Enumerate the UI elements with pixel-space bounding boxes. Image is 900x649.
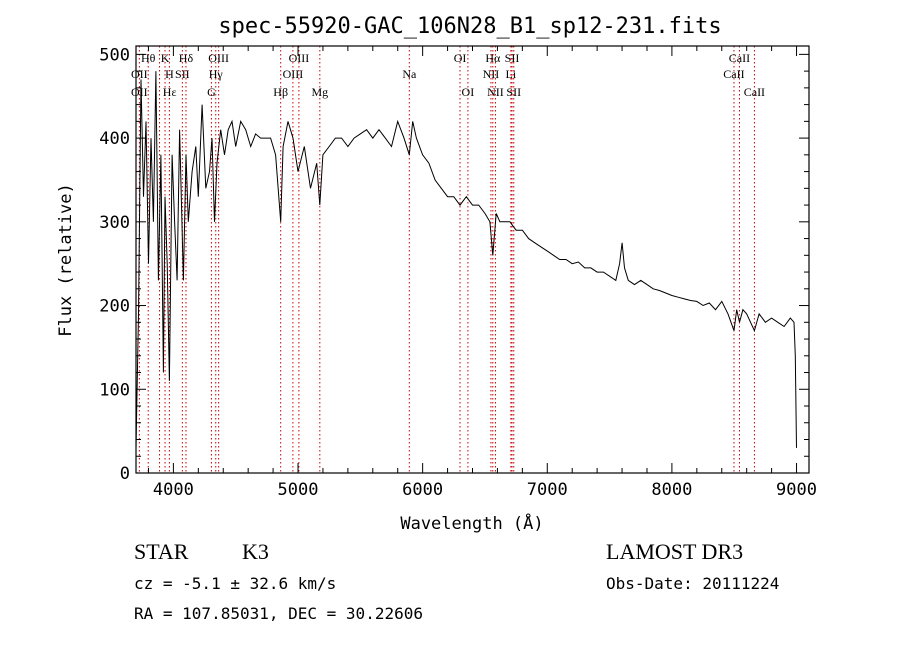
spectral-line-label: OII xyxy=(131,85,148,99)
spectral-line-label: SII xyxy=(505,51,520,65)
spectral-line-label: NII xyxy=(483,67,500,81)
spectral-line-label: Hα xyxy=(485,51,501,65)
y-tick-label: 100 xyxy=(99,380,130,400)
spectral-line-label: CaII xyxy=(723,67,744,81)
spectral-line-label: CaII xyxy=(744,85,765,99)
spectral-line-label: OII xyxy=(131,67,148,81)
spectral-line-label: K xyxy=(161,51,170,65)
spectral-line-label: OIII xyxy=(289,51,310,65)
x-tick-label: 4000 xyxy=(153,480,194,500)
x-tick-label: 6000 xyxy=(402,480,443,500)
observation-date: Obs-Date: 20111224 xyxy=(606,574,779,593)
spectral-line-label: Li xyxy=(506,67,517,81)
x-tick-label: 5000 xyxy=(278,480,319,500)
x-tick-label: 9000 xyxy=(776,480,817,500)
spectral-line-label: Mg xyxy=(311,85,328,99)
spectral-line-label: Hγ xyxy=(209,67,224,81)
y-tick-label: 400 xyxy=(99,129,130,149)
y-tick-label: 200 xyxy=(99,297,130,317)
spectral-line-label: OI xyxy=(454,51,467,65)
spectrum-series xyxy=(135,71,797,448)
spectral-line-label: Hβ xyxy=(273,85,288,99)
y-tick-label: 0 xyxy=(120,464,130,484)
spectral-line-markers xyxy=(138,46,755,473)
redshift-readout: cz = -5.1 ± 32.6 km/s xyxy=(134,574,336,593)
axis-ticks: 4000 5000 6000 7000 8000 9000 0 100 200 300 400 500 xyxy=(99,45,817,500)
spectral-line-label: OI xyxy=(462,85,475,99)
spectral-subclass: K3 xyxy=(242,539,269,564)
spectral-line-label: SII xyxy=(175,67,190,81)
x-tick-label: 8000 xyxy=(651,480,692,500)
spectral-line-label: Hθ xyxy=(141,51,156,65)
y-axis-label: Flux (relative) xyxy=(56,183,76,337)
chart-title: spec-55920-GAC_106N28_B1_sp12-231.fits xyxy=(218,14,721,39)
x-axis-label: Wavelength (Å) xyxy=(400,512,543,534)
spectral-line-label: H xyxy=(165,67,174,81)
spectral-line-label: Hδ xyxy=(179,51,194,65)
spectrum-line xyxy=(135,71,797,448)
x-tick-label: 7000 xyxy=(527,480,568,500)
spectral-line-label: NII xyxy=(487,85,504,99)
spectral-line-label: CaII xyxy=(729,51,750,65)
spectral-line-label: OIII xyxy=(208,51,229,65)
y-tick-label: 300 xyxy=(99,213,130,233)
object-class: STAR xyxy=(134,539,189,564)
coordinates-readout: RA = 107.85031, DEC = 30.22606 xyxy=(134,604,423,623)
spectral-line-label: Hε xyxy=(163,85,177,99)
spectral-line-label: OIII xyxy=(283,67,304,81)
plot-frame xyxy=(135,45,810,474)
spectral-line-label: Na xyxy=(402,67,417,81)
y-tick-label: 500 xyxy=(99,45,130,65)
survey-name: LAMOST DR3 xyxy=(606,539,743,564)
spectral-line-label: G xyxy=(207,85,216,99)
spectral-line-label: SII xyxy=(506,85,521,99)
